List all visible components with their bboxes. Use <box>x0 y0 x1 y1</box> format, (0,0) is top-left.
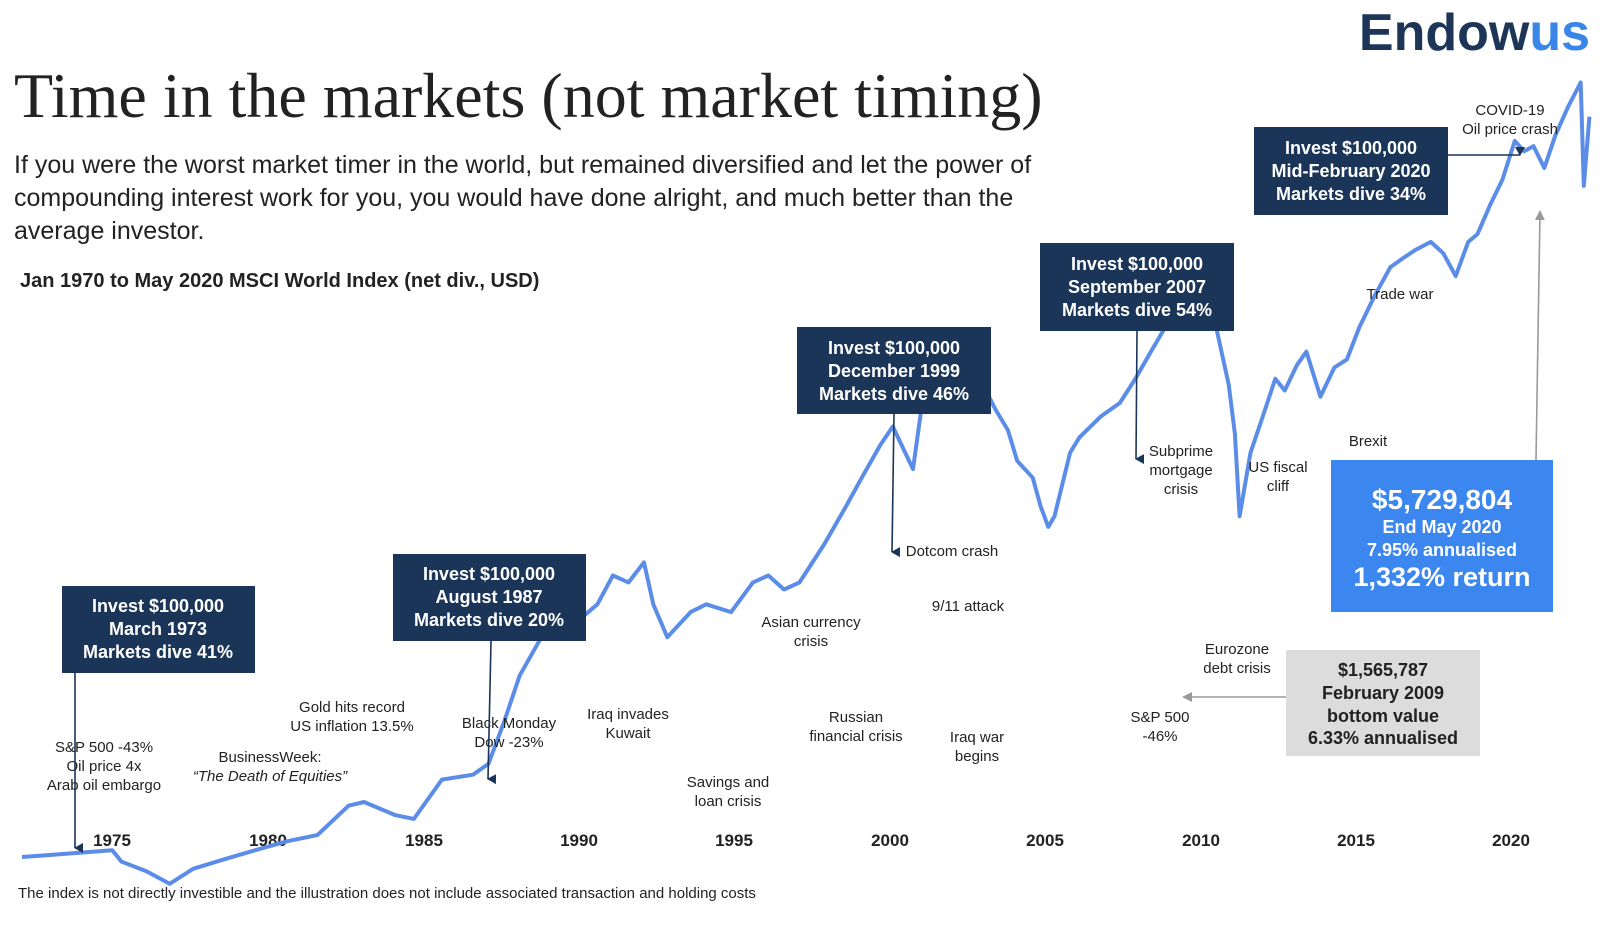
invest-box-line: Invest $100,000 <box>828 338 960 358</box>
invest-box-2007: Invest $100,000 September 2007 Markets d… <box>1040 243 1234 331</box>
x-tick-label: 1990 <box>560 831 598 850</box>
subtitle-line-1: If you were the worst market timer in th… <box>14 151 1031 179</box>
logo-part2: us <box>1529 4 1590 62</box>
invest-box-line: August 1987 <box>435 587 542 607</box>
result-return: 1,332% return <box>1353 562 1530 592</box>
annotation-label: Eurozone <box>1205 641 1269 658</box>
annotation-label: financial crisis <box>809 728 902 745</box>
annotation-label: Iraq war <box>950 729 1004 746</box>
x-tick-label: 2000 <box>871 831 909 850</box>
annotation-label: S&P 500 <box>1131 709 1190 726</box>
invest-box-line: December 1999 <box>828 361 960 381</box>
annotation-label: US fiscal <box>1248 459 1307 476</box>
annotation-label: “The Death of Equities” <box>193 768 348 785</box>
invest-box-line: Markets dive 46% <box>819 384 969 404</box>
invest-box-1999: Invest $100,000 December 1999 Markets di… <box>797 327 991 414</box>
annotation-label: BusinessWeek: <box>218 749 321 766</box>
bottom-date: February 2009 <box>1322 683 1444 703</box>
annotation-label: mortgage <box>1149 462 1212 479</box>
annotation-label: Dotcom crash <box>906 543 999 560</box>
annotation-label: Asian currency <box>761 614 861 631</box>
annotation-label: 9/11 attack <box>932 598 1005 615</box>
x-axis: 1975 1980 1985 1990 1995 2000 2005 2010 … <box>93 831 1530 850</box>
annotation-label: US inflation 13.5% <box>290 718 413 735</box>
x-tick-label: 2010 <box>1182 831 1220 850</box>
annotation-label: Dow -23% <box>474 734 543 751</box>
bottom-value: $1,565,787 <box>1338 660 1428 680</box>
bottom-label: bottom value <box>1327 706 1439 726</box>
invest-boxes: Invest $100,000 March 1973 Markets dive … <box>62 127 1448 673</box>
x-tick-label: 2020 <box>1492 831 1530 850</box>
x-tick-label: 1975 <box>93 831 131 850</box>
x-tick-label: 2015 <box>1337 831 1375 850</box>
result-date: End May 2020 <box>1382 517 1501 537</box>
invest-box-1987: Invest $100,000 August 1987 Markets dive… <box>393 554 586 641</box>
invest-box-line: September 2007 <box>1068 277 1206 297</box>
annotation-label: Black Monday <box>462 715 557 732</box>
page-title: Time in the markets (not market timing) <box>14 60 1043 131</box>
annotation-label: Brexit <box>1349 433 1388 450</box>
arrow-2007 <box>1135 330 1145 465</box>
callout-arrows <box>74 147 1525 853</box>
x-tick-label: 1995 <box>715 831 753 850</box>
subtitle-line-3: average investor. <box>14 217 204 245</box>
logo-part1: Endow <box>1359 4 1530 62</box>
footnote: The index is not directly investible and… <box>18 885 756 902</box>
annotation-label: Iraq invades <box>587 706 669 723</box>
arrow-1999 <box>891 413 901 558</box>
annotation-label: Russian <box>829 709 883 726</box>
result-annualised: 7.95% annualised <box>1367 540 1517 560</box>
annotation-label: Oil price 4x <box>66 758 142 775</box>
x-tick-label: 1985 <box>405 831 443 850</box>
subtitle-line-2: compounding interest work for you, you w… <box>14 184 1013 212</box>
invest-box-2020: Invest $100,000 Mid-February 2020 Market… <box>1254 127 1448 215</box>
annotation-label: Gold hits record <box>299 699 405 716</box>
invest-box-line: Markets dive 34% <box>1276 184 1426 204</box>
annotation-label: debt crisis <box>1203 660 1271 677</box>
x-tick-label: 2005 <box>1026 831 1064 850</box>
annotation-label: loan crisis <box>695 793 762 810</box>
invest-box-line: Markets dive 41% <box>83 642 233 662</box>
arrow-1987 <box>487 640 497 785</box>
arrow-end-value <box>1534 210 1545 461</box>
annotation-label: crisis <box>794 633 828 650</box>
annotation-label: COVID-19 <box>1475 102 1544 119</box>
bottom-value-box: $1,565,787 February 2009 bottom value 6.… <box>1286 650 1480 756</box>
invest-box-line: Markets dive 54% <box>1062 300 1212 320</box>
annotation-label: S&P 500 -43% <box>55 739 153 756</box>
result-box: $5,729,804 End May 2020 7.95% annualised… <box>1331 460 1553 612</box>
invest-box-line: Mid-February 2020 <box>1271 161 1430 181</box>
grey-arrows <box>1182 210 1545 702</box>
annotation-label: crisis <box>1164 481 1198 498</box>
index-label: Jan 1970 to May 2020 MSCI World Index (n… <box>20 270 539 292</box>
event-annotations: S&P 500 -43% Oil price 4x Arab oil embar… <box>47 102 1558 810</box>
invest-box-line: Invest $100,000 <box>1285 138 1417 158</box>
annotation-label: Savings and <box>687 774 770 791</box>
invest-box-line: Markets dive 20% <box>414 610 564 630</box>
annotation-label: Kuwait <box>605 725 651 742</box>
annotation-label: Trade war <box>1367 286 1434 303</box>
invest-box-line: Invest $100,000 <box>1071 254 1203 274</box>
annotation-label: -46% <box>1142 728 1177 745</box>
annotation-label: begins <box>955 748 999 765</box>
brand-logo: Endowus <box>1359 4 1590 62</box>
annotation-label: cliff <box>1267 478 1290 495</box>
invest-box-line: Invest $100,000 <box>92 596 224 616</box>
annotation-label: Oil price crash <box>1462 121 1558 138</box>
series-line <box>21 80 1592 886</box>
invest-box-1973: Invest $100,000 March 1973 Markets dive … <box>62 586 255 673</box>
invest-box-line: March 1973 <box>109 619 207 639</box>
invest-box-line: Invest $100,000 <box>423 564 555 584</box>
annotation-label: Arab oil embargo <box>47 777 161 794</box>
result-value: $5,729,804 <box>1372 484 1513 515</box>
bottom-annualised: 6.33% annualised <box>1308 728 1458 748</box>
annotation-label: Subprime <box>1149 443 1213 460</box>
